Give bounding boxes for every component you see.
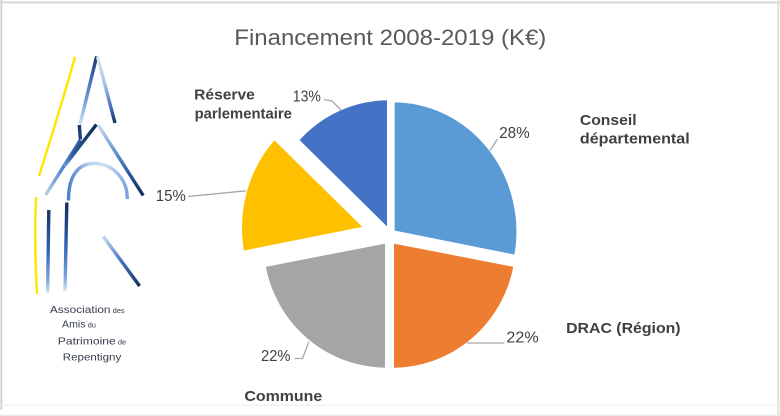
svg-text:15%: 15% xyxy=(156,188,186,205)
svg-text:Association des: Association des xyxy=(50,305,125,316)
svg-text:28%: 28% xyxy=(499,125,530,142)
svg-text:Repentigny: Repentigny xyxy=(63,352,122,363)
svg-text:13%: 13% xyxy=(293,88,321,105)
svg-text:DRAC (Région): DRAC (Région) xyxy=(566,321,681,337)
svg-text:22%: 22% xyxy=(506,330,538,347)
svg-text:Financement 2008-2019 (K€): Financement 2008-2019 (K€) xyxy=(234,25,546,50)
svg-text:parlementaire: parlementaire xyxy=(195,106,292,122)
svg-text:Conseil: Conseil xyxy=(580,113,637,129)
svg-text:Patrimoine de: Patrimoine de xyxy=(58,337,126,348)
svg-text:22%: 22% xyxy=(261,348,291,365)
svg-text:départemental: départemental xyxy=(580,131,690,147)
svg-text:Commune: Commune xyxy=(244,389,322,405)
svg-text:Amis du: Amis du xyxy=(62,320,96,331)
svg-text:Réserve: Réserve xyxy=(194,87,255,103)
